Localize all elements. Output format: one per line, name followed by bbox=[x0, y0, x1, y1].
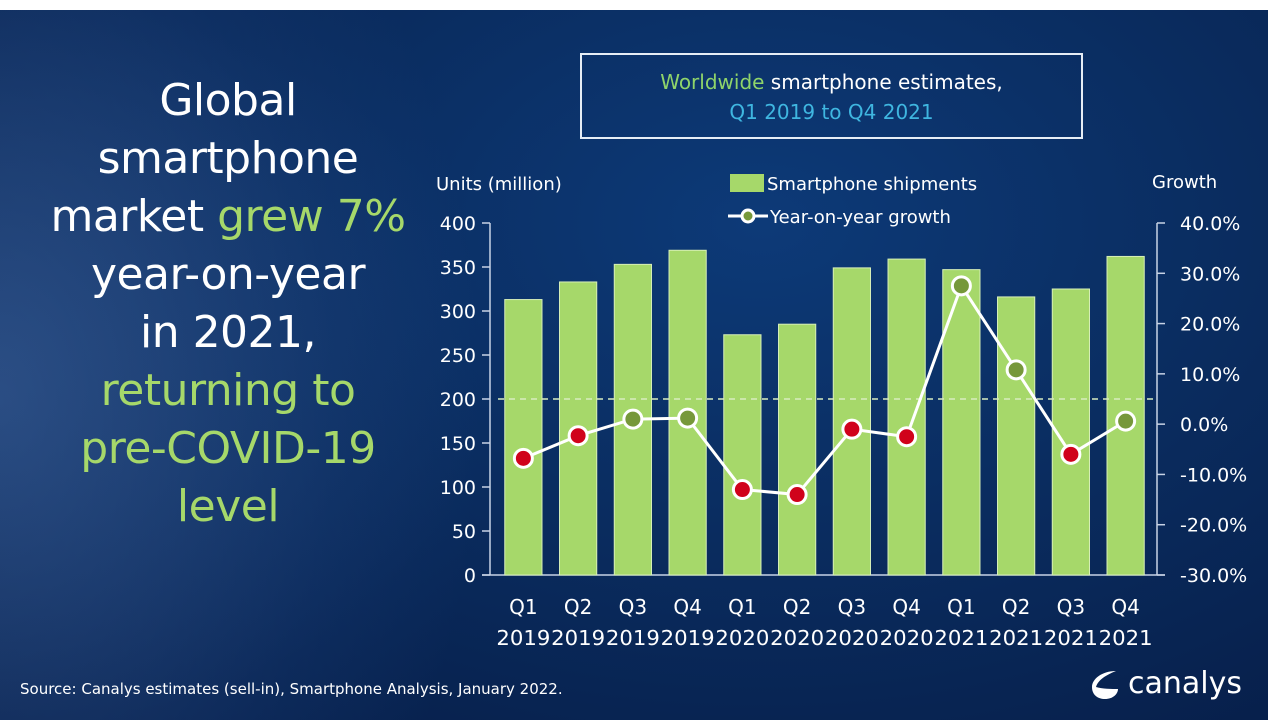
x-tick-label-year: 2021 bbox=[989, 626, 1043, 650]
growth-point bbox=[1115, 410, 1137, 432]
x-tick-label-quarter: Q3 bbox=[1057, 595, 1085, 619]
chart-subtitle: Q1 2019 to Q4 2021 bbox=[729, 100, 934, 124]
bar bbox=[504, 299, 543, 576]
x-tick-label-year: 2019 bbox=[496, 626, 550, 650]
y-tick-label: 300 bbox=[440, 301, 476, 323]
y2-tick-label: 0.0% bbox=[1180, 414, 1228, 436]
headline-highlight: grew 7% bbox=[217, 191, 406, 242]
x-tick-label-quarter: Q4 bbox=[1111, 595, 1139, 619]
x-tick-label-year: 2020 bbox=[880, 626, 934, 650]
logo-text: canalys bbox=[1128, 666, 1242, 701]
headline-line: pre-COVID-19 bbox=[80, 423, 376, 474]
headline-line: in 2021, bbox=[139, 307, 317, 358]
x-tick-label-quarter: Q2 bbox=[1002, 595, 1030, 619]
bar bbox=[887, 258, 926, 576]
chart-title: Worldwide smartphone estimates, bbox=[582, 67, 1081, 97]
y-axis-label: Units (million) bbox=[436, 174, 562, 195]
x-tick-label-year: 2020 bbox=[770, 626, 824, 650]
y-tick-label: 50 bbox=[452, 521, 476, 543]
chart-title-box: Worldwide smartphone estimates, Q1 2019 … bbox=[580, 53, 1083, 139]
y-tick-label: 250 bbox=[440, 345, 476, 367]
title-rest: smartphone estimates, bbox=[764, 70, 1003, 94]
growth-point bbox=[731, 479, 753, 501]
headline-line: Global bbox=[159, 75, 297, 126]
growth-point bbox=[512, 447, 534, 469]
plot-area: 0 50 100 150 200 250 300 350 400 -30.0% -20.0% -10.… bbox=[440, 213, 1247, 650]
growth-point bbox=[1005, 359, 1027, 381]
x-tick-label-quarter: Q4 bbox=[892, 595, 920, 619]
y-tick-label: 200 bbox=[440, 389, 476, 411]
headline-line: year-on-year bbox=[90, 249, 366, 300]
x-tick-label-quarter: Q4 bbox=[673, 595, 701, 619]
growth-point bbox=[622, 408, 644, 430]
canalys-logo: canalys bbox=[1088, 666, 1242, 701]
headline-line: level bbox=[176, 481, 280, 532]
bar bbox=[778, 323, 817, 576]
x-tick-label-year: 2019 bbox=[661, 626, 715, 650]
y-tick-label: 0 bbox=[464, 565, 476, 587]
x-tick-label-year: 2021 bbox=[934, 626, 988, 650]
x-tick-label-year: 2019 bbox=[551, 626, 605, 650]
background-swoop bbox=[0, 10, 470, 710]
growth-line bbox=[522, 282, 1127, 497]
legend-marker-icon bbox=[740, 208, 756, 224]
growth-point bbox=[786, 484, 808, 506]
y2-tick-label: 40.0% bbox=[1180, 213, 1240, 235]
growth-point bbox=[677, 407, 699, 429]
source-note: Source: Canalys estimates (sell-in), Sma… bbox=[20, 680, 563, 698]
x-tick-label-quarter: Q1 bbox=[728, 595, 756, 619]
legend: Smartphone shipments Year-on-year growth bbox=[728, 174, 977, 228]
infographic: Global smartphone market grew 7% year-on… bbox=[0, 10, 1268, 720]
legend-label: Year-on-year growth bbox=[769, 207, 951, 228]
headline-line: market grew 7% bbox=[20, 188, 436, 246]
headline: Global smartphone market grew 7% year-on… bbox=[20, 72, 436, 536]
y2-tick-label: -30.0% bbox=[1180, 565, 1247, 587]
x-tick-label-quarter: Q1 bbox=[509, 595, 537, 619]
x-tick-label-year: 2020 bbox=[825, 626, 879, 650]
x-tick-label-year: 2019 bbox=[606, 626, 660, 650]
headline-line: smartphone bbox=[97, 133, 359, 184]
x-tick-label-year: 2021 bbox=[1099, 626, 1153, 650]
x-tick-label-quarter: Q2 bbox=[783, 595, 811, 619]
y2-tick-label: 30.0% bbox=[1180, 263, 1240, 285]
y2-axis-label: Growth bbox=[1152, 172, 1217, 193]
x-tick-label-quarter: Q3 bbox=[619, 595, 647, 619]
legend-label: Smartphone shipments bbox=[767, 174, 977, 195]
title-highlight: Worldwide bbox=[660, 70, 765, 94]
canalys-logo-icon bbox=[1092, 670, 1118, 699]
x-tick-label-year: 2020 bbox=[715, 626, 769, 650]
y-tick-label: 400 bbox=[440, 213, 476, 235]
bar bbox=[1051, 288, 1090, 576]
legend-bar-swatch bbox=[730, 174, 764, 192]
x-tick-label-quarter: Q3 bbox=[838, 595, 866, 619]
chart: Units (million) Growth Smartphone shipme… bbox=[436, 172, 1247, 650]
y2-tick-label: -10.0% bbox=[1180, 464, 1247, 486]
y2-tick-label: -20.0% bbox=[1180, 515, 1247, 537]
y-tick-label: 150 bbox=[440, 433, 476, 455]
growth-point bbox=[896, 426, 918, 448]
growth-point bbox=[1060, 443, 1082, 465]
x-tick-label-year: 2021 bbox=[1044, 626, 1098, 650]
x-tick-label-quarter: Q2 bbox=[564, 595, 592, 619]
bar bbox=[997, 296, 1036, 576]
y-tick-label: 100 bbox=[440, 477, 476, 499]
growth-point bbox=[567, 425, 589, 447]
x-tick-label-quarter: Q1 bbox=[947, 595, 975, 619]
y-tick-label: 350 bbox=[440, 257, 476, 279]
y2-tick-label: 10.0% bbox=[1180, 364, 1240, 386]
growth-point bbox=[841, 418, 863, 440]
bar bbox=[723, 334, 762, 576]
headline-text: market bbox=[50, 191, 218, 242]
y2-tick-label: 20.0% bbox=[1180, 314, 1240, 336]
headline-line: returning to bbox=[100, 365, 356, 416]
bar bbox=[942, 269, 981, 576]
growth-point bbox=[950, 275, 972, 297]
